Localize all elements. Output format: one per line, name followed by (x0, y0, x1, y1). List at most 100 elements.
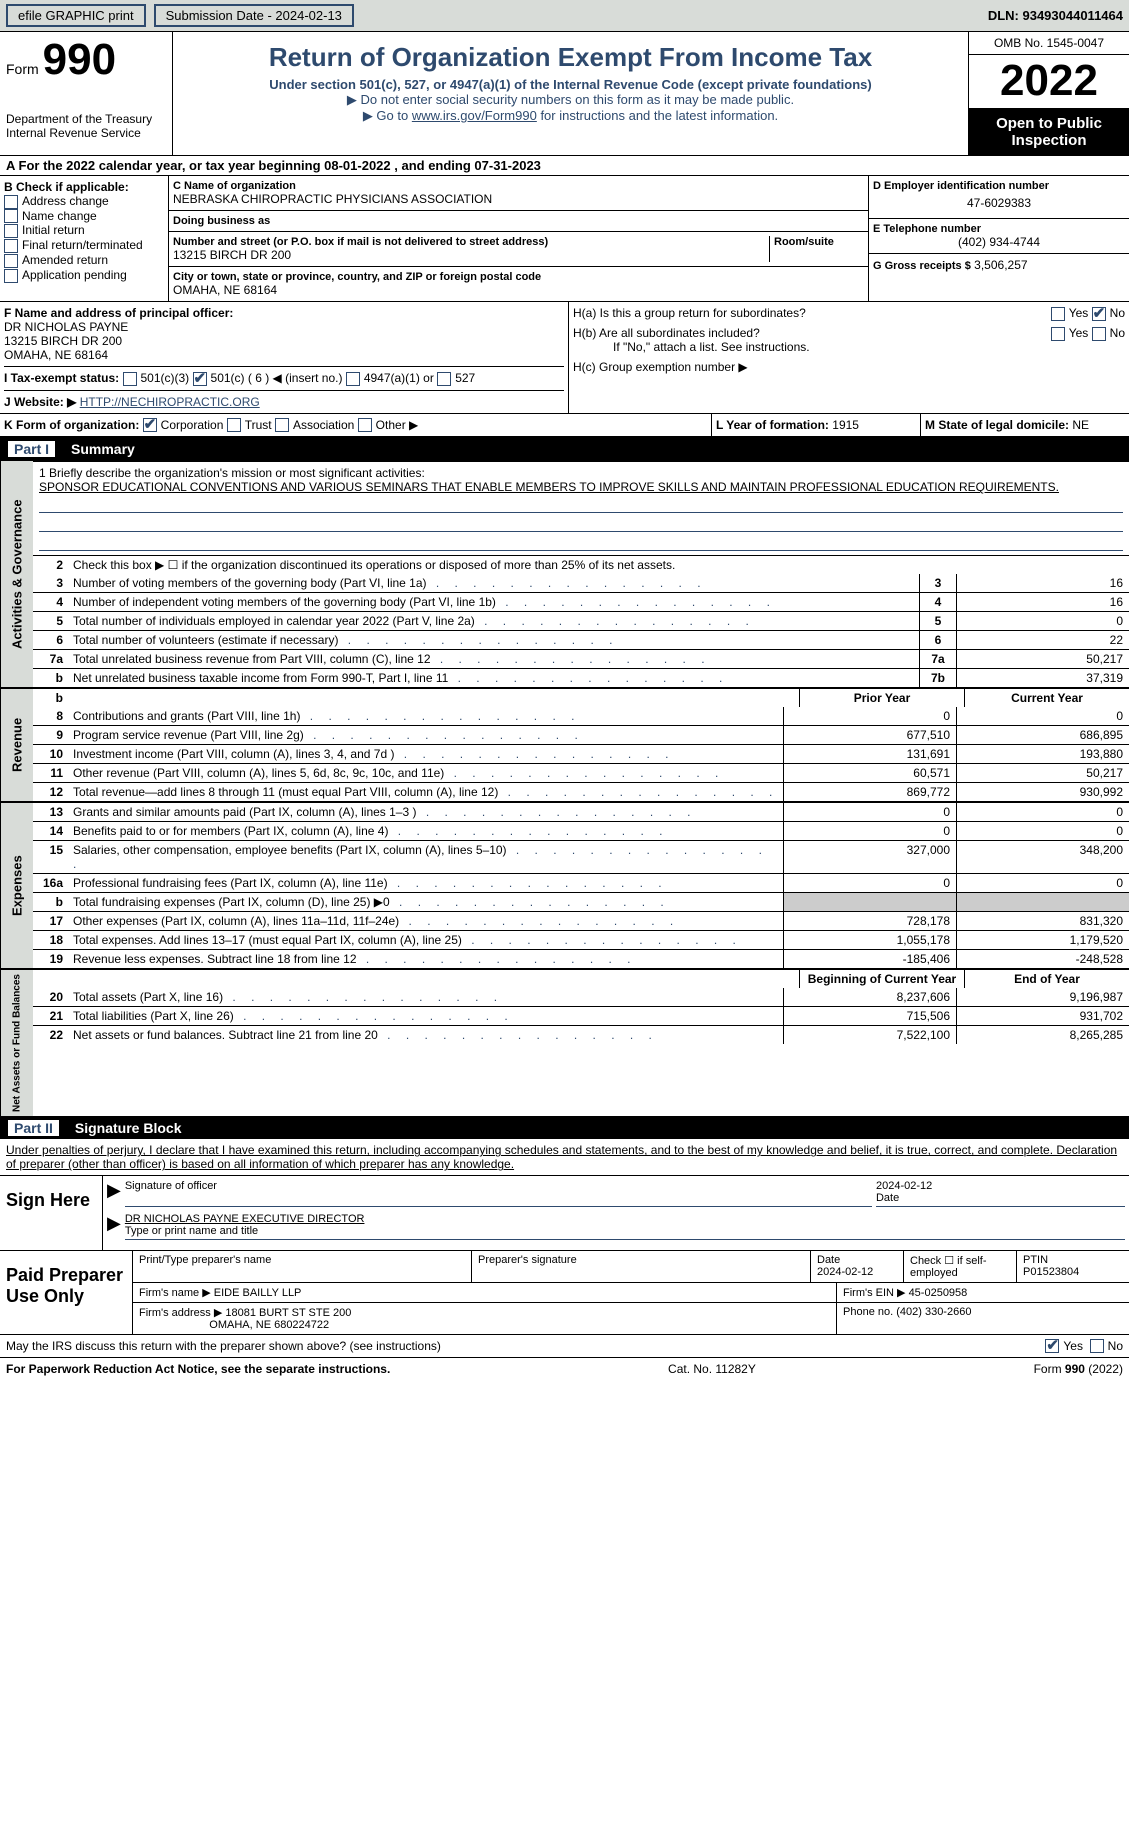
summary-row-desc: Salaries, other compensation, employee b… (69, 841, 783, 873)
current-year-val: 0 (956, 874, 1129, 892)
prior-year-val: 677,510 (783, 726, 956, 744)
dln: DLN: 93493044011464 (988, 8, 1123, 23)
prior-year-val: 0 (783, 822, 956, 840)
l-value: 1915 (832, 418, 859, 432)
form-number: 990 (43, 38, 116, 82)
summary-row-desc: Program service revenue (Part VIII, line… (69, 726, 783, 744)
chk-name[interactable] (4, 209, 18, 223)
paid-prep-label: Paid Preparer Use Only (0, 1251, 133, 1334)
street-addr: 13215 BIRCH DR 200 (173, 248, 769, 262)
discuss-yes[interactable] (1045, 1339, 1059, 1353)
efile-btn[interactable]: efile GRAPHIC print (6, 4, 146, 27)
chk-initial[interactable] (4, 224, 18, 238)
sign-here-area: Sign Here ▶ Signature of officer 2024-02… (0, 1175, 1129, 1251)
note1: ▶ Do not enter social security numbers o… (181, 92, 960, 108)
row2-text: Check this box ▶ ☐ if the organization d… (69, 556, 1129, 574)
ha-label: H(a) Is this a group return for subordin… (573, 306, 806, 320)
side-netassets: Net Assets or Fund Balances (0, 970, 33, 1116)
ptin-value: P01523804 (1023, 1266, 1079, 1278)
summary-row-desc: Total fundraising expenses (Part IX, col… (69, 893, 783, 911)
summary-row-val: 16 (956, 593, 1129, 611)
hc-label: H(c) Group exemption number ▶ (573, 360, 1125, 374)
k-other[interactable] (358, 418, 372, 432)
prior-year-val: 715,506 (783, 1007, 956, 1025)
current-year-val: 9,196,987 (956, 988, 1129, 1006)
form-header: Form 990 Department of the Treasury Inte… (0, 32, 1129, 156)
current-year-val: -248,528 (956, 950, 1129, 968)
summary-row-desc: Investment income (Part VIII, column (A)… (69, 745, 783, 763)
cat-no: Cat. No. 11282Y (668, 1362, 756, 1376)
current-year-val: 0 (956, 707, 1129, 725)
chk-addr[interactable] (4, 195, 18, 209)
chk-final[interactable] (4, 239, 18, 253)
prior-year-val: -185,406 (783, 950, 956, 968)
prior-year-val: 0 (783, 707, 956, 725)
note2-pre: ▶ Go to (363, 108, 412, 123)
chk-amend[interactable] (4, 254, 18, 268)
summary-row-desc: Contributions and grants (Part VIII, lin… (69, 707, 783, 725)
summary-row-desc: Revenue less expenses. Subtract line 18 … (69, 950, 783, 968)
chk-501c[interactable] (193, 372, 207, 386)
note2-post: for instructions and the latest informat… (537, 108, 778, 123)
officer-addr2: OMAHA, NE 68164 (4, 348, 564, 362)
k-label: K Form of organization: (4, 418, 139, 432)
tel-value: (402) 934-4744 (873, 235, 1125, 249)
summary-row-desc: Professional fundraising fees (Part IX, … (69, 874, 783, 892)
prior-year-val: 60,571 (783, 764, 956, 782)
side-activities: Activities & Governance (0, 461, 33, 687)
dba-label: Doing business as (173, 215, 864, 227)
dept-line1: Department of the Treasury (6, 112, 166, 126)
prior-year-val: 131,691 (783, 745, 956, 763)
website-link[interactable]: HTTP://NECHIROPRACTIC.ORG (80, 395, 260, 409)
org-name: NEBRASKA CHIROPRACTIC PHYSICIANS ASSOCIA… (173, 192, 864, 206)
page-footer: For Paperwork Reduction Act Notice, see … (0, 1358, 1129, 1380)
prior-year-val: 728,178 (783, 912, 956, 930)
current-year-val (956, 893, 1129, 911)
summary-row-desc: Benefits paid to or for members (Part IX… (69, 822, 783, 840)
ha-yes[interactable] (1051, 307, 1065, 321)
arrow-icon: ▶ (107, 1213, 121, 1240)
chk-4947[interactable] (346, 372, 360, 386)
sig-officer-label: Signature of officer (125, 1180, 217, 1192)
sig-date: 2024-02-12 (876, 1180, 932, 1192)
summary-row-desc: Total liabilities (Part X, line 26) (69, 1007, 783, 1025)
ein-label: D Employer identification number (873, 180, 1125, 192)
summary-row-desc: Total unrelated business revenue from Pa… (69, 650, 919, 668)
sign-here-label: Sign Here (0, 1176, 103, 1250)
k-assoc[interactable] (275, 418, 289, 432)
firm-ein: 45-0250958 (909, 1287, 968, 1299)
summary-row-val: 22 (956, 631, 1129, 649)
summary-row-desc: Number of voting members of the governin… (69, 574, 919, 592)
part2-title: Signature Block (75, 1120, 182, 1136)
mission-text: SPONSOR EDUCATIONAL CONVENTIONS AND VARI… (39, 480, 1123, 494)
paid-preparer-area: Paid Preparer Use Only Print/Type prepar… (0, 1251, 1129, 1335)
current-year-val: 348,200 (956, 841, 1129, 873)
omb-number: OMB No. 1545-0047 (969, 32, 1129, 55)
prior-year-val: 0 (783, 874, 956, 892)
j-label: J Website: ▶ (4, 395, 76, 409)
summary-row-desc: Total number of volunteers (estimate if … (69, 631, 919, 649)
k-corp[interactable] (143, 418, 157, 432)
k-trust[interactable] (227, 418, 241, 432)
part2-header: Part II Signature Block (0, 1117, 1129, 1139)
tax-year: 2022 (969, 55, 1129, 109)
chk-501c3[interactable] (123, 372, 137, 386)
current-year-val: 193,880 (956, 745, 1129, 763)
chk-app[interactable] (4, 269, 18, 283)
current-year-val: 831,320 (956, 912, 1129, 930)
subdate-box: Submission Date - 2024-02-13 (154, 4, 354, 27)
section-fh: F Name and address of principal officer:… (0, 302, 1129, 414)
current-year-val: 0 (956, 803, 1129, 821)
f-label: F Name and address of principal officer: (4, 306, 564, 320)
firm-addr: 18081 BURT ST STE 200 (225, 1307, 351, 1319)
discuss-no[interactable] (1090, 1339, 1104, 1353)
ha-no[interactable] (1092, 307, 1106, 321)
declaration: Under penalties of perjury, I declare th… (0, 1139, 1129, 1175)
hb-yes[interactable] (1051, 327, 1065, 341)
side-revenue: Revenue (0, 689, 33, 801)
hdr-end: End of Year (964, 970, 1129, 988)
chk-527[interactable] (437, 372, 451, 386)
hb-no[interactable] (1092, 327, 1106, 341)
col-b-header: B Check if applicable: (4, 180, 164, 194)
irs-link[interactable]: www.irs.gov/Form990 (412, 108, 537, 123)
